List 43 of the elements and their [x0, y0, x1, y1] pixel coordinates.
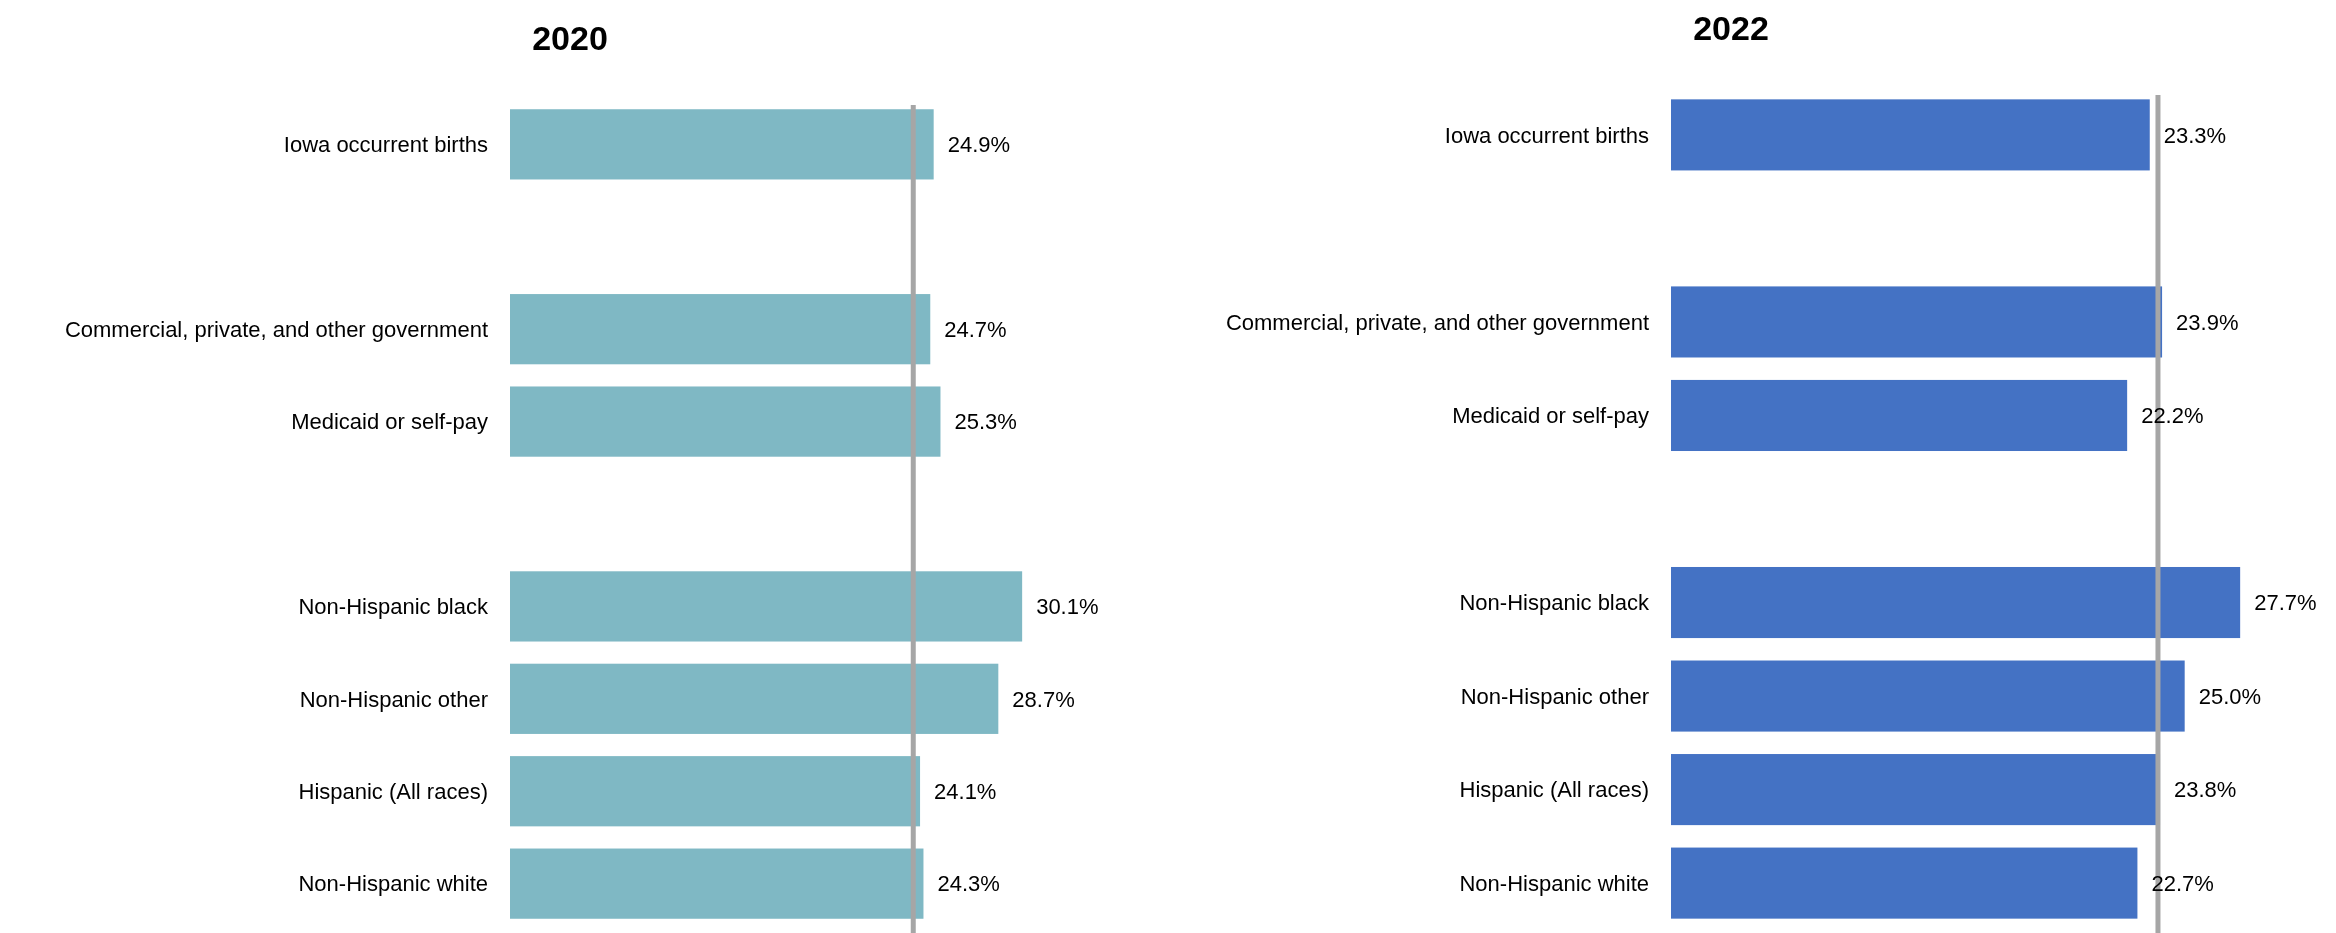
bar — [510, 756, 921, 827]
y-tick-label: Iowa occurrent births — [283, 132, 488, 158]
data-label: 30.1% — [1036, 594, 1099, 620]
y-tick-label: Medicaid or self-pay — [1452, 403, 1649, 429]
bar — [510, 848, 924, 919]
y-tick-label: Commercial, private, and other government — [1225, 309, 1649, 335]
y-tick-label: Non-Hispanic black — [298, 594, 489, 620]
y-tick-label: Non-Hispanic other — [1460, 683, 1649, 709]
data-label: 24.9% — [947, 132, 1011, 158]
data-label: 28.7% — [1012, 686, 1075, 712]
bar — [1671, 660, 2185, 732]
bar — [510, 294, 931, 365]
data-label: 23.9% — [2176, 309, 2239, 335]
bar — [510, 571, 1023, 642]
y-tick-label: Hispanic (All races) — [298, 778, 488, 804]
y-tick-label: Non-Hispanic black — [1459, 590, 1650, 616]
data-label: 27.7% — [2254, 590, 2317, 616]
data-label: 22.2% — [2141, 403, 2204, 429]
data-label: 23.8% — [2174, 777, 2237, 803]
bar — [510, 386, 941, 457]
y-tick-label: Non-Hispanic other — [299, 686, 488, 712]
bar — [1671, 379, 2128, 452]
bar — [1671, 847, 2138, 919]
bar — [1671, 99, 2150, 171]
bar — [1671, 286, 2163, 358]
data-label: 25.0% — [2198, 683, 2262, 709]
data-label: 23.3% — [2163, 122, 2227, 148]
y-tick-label: Non-Hispanic white — [298, 871, 488, 897]
data-label: 25.3% — [954, 409, 1017, 435]
data-label: 22.7% — [2151, 870, 2214, 896]
y-tick-label: Iowa occurrent births — [1444, 122, 1649, 148]
y-tick-label: Medicaid or self-pay — [291, 409, 488, 435]
bar — [1671, 566, 2241, 639]
bar — [510, 109, 934, 180]
data-label: 24.3% — [937, 871, 1000, 897]
data-label: 24.7% — [944, 316, 1007, 342]
chart-title: 2022 — [1693, 9, 1769, 47]
y-tick-label: Hispanic (All races) — [1459, 777, 1649, 803]
bar — [510, 663, 999, 734]
chart-title: 2020 — [532, 19, 608, 57]
data-label: 24.1% — [934, 778, 997, 804]
y-tick-label: Non-Hispanic white — [1459, 870, 1649, 896]
y-tick-label: Commercial, private, and other government — [64, 316, 488, 342]
